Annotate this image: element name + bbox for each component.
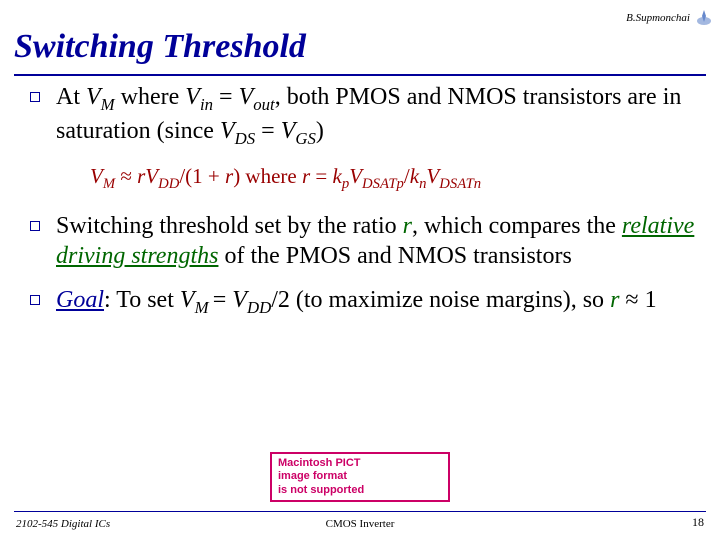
bullet-marker-icon (30, 221, 40, 231)
university-crest-icon (696, 8, 712, 26)
bullet-3-text: Goal: To set VM = VDD/2 (to maximize noi… (56, 285, 657, 319)
header-credit: B.Supmonchai (626, 12, 690, 24)
bullet-marker-icon (30, 295, 40, 305)
bullet-2: Switching threshold set by the ratio r, … (30, 211, 700, 271)
bullet-1: At VM where Vin = Vout, both PMOS and NM… (30, 82, 700, 150)
bullet-marker-icon (30, 92, 40, 102)
formula: VM ≈ rVDD/(1 + r) where r = kpVDSATp/knV… (90, 164, 700, 193)
slide-title: Switching Threshold (14, 28, 306, 66)
placeholder-line3: is not supported (278, 484, 442, 497)
bullet-1-text: At VM where Vin = Vout, both PMOS and NM… (56, 82, 700, 150)
bullet-3: Goal: To set VM = VDD/2 (to maximize noi… (30, 285, 700, 319)
placeholder-line1: Macintosh PICT (278, 457, 442, 470)
content-area: At VM where Vin = Vout, both PMOS and NM… (30, 82, 700, 333)
title-underline (14, 74, 706, 76)
footer-divider (14, 511, 706, 512)
footer-topic: CMOS Inverter (0, 518, 720, 530)
placeholder-line2: image format (278, 470, 442, 483)
footer-page-number: 18 (692, 515, 704, 530)
unsupported-image-placeholder: Macintosh PICT image format is not suppo… (270, 452, 450, 502)
bullet-2-text: Switching threshold set by the ratio r, … (56, 211, 700, 271)
